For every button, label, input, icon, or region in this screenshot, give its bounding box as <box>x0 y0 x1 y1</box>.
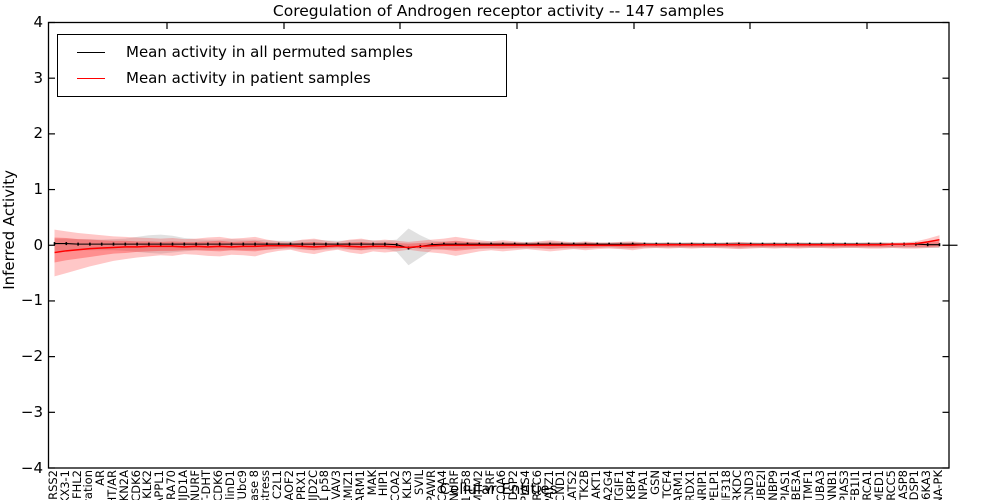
permuted-point-marker <box>159 242 162 246</box>
permuted-point-marker <box>266 242 268 246</box>
permuted-point-marker <box>490 242 492 246</box>
permuted-point-marker <box>336 242 339 246</box>
y-tick-label: 3 <box>33 68 43 87</box>
permuted-point-marker <box>596 242 599 246</box>
y-tick-label: −1 <box>20 291 43 310</box>
permuted-point-marker <box>289 242 292 246</box>
permuted-point-marker <box>608 242 610 246</box>
permuted-point-marker <box>372 242 374 246</box>
permuted-point-marker <box>466 242 469 246</box>
legend-line-black <box>77 52 105 54</box>
permuted-point-marker <box>584 242 587 246</box>
permuted-point-marker <box>89 242 91 246</box>
permuted-point-marker <box>454 242 457 246</box>
legend-item-patient: Mean activity in patient samples <box>58 68 506 87</box>
patient-mean-line <box>54 238 940 254</box>
permuted-point-marker <box>938 243 941 247</box>
permuted-point-marker <box>360 242 363 246</box>
permuted-point-marker <box>242 242 245 246</box>
permuted-point-marker <box>348 242 351 246</box>
permuted-point-marker <box>384 242 386 246</box>
x-axis-label: Cellular Entities <box>439 480 558 498</box>
permuted-point-marker <box>301 242 304 246</box>
permuted-point-marker <box>277 242 280 246</box>
legend-label-permuted: Mean activity in all permuted samples <box>126 43 413 62</box>
legend-line-red <box>77 77 105 79</box>
chart-title: Coregulation of Androgen receptor activi… <box>272 2 725 20</box>
permuted-point-marker <box>77 242 79 246</box>
permuted-point-marker <box>549 242 551 246</box>
patient-band-outer <box>54 229 940 277</box>
legend-label-patient: Mean activity in patient samples <box>126 68 371 87</box>
y-tick-label: −3 <box>20 402 43 421</box>
permuted-point-marker <box>431 243 433 247</box>
permuted-point-marker <box>502 242 504 246</box>
permuted-point-marker <box>100 242 103 246</box>
permuted-point-marker <box>395 243 398 247</box>
y-tick-label: −2 <box>20 347 43 366</box>
permuted-point-marker <box>443 242 445 246</box>
y-tick-label: 1 <box>33 180 43 199</box>
permuted-point-marker <box>478 242 481 246</box>
legend-item-permuted: Mean activity in all permuted samples <box>58 45 506 60</box>
permuted-point-marker <box>65 242 68 246</box>
permuted-point-marker <box>620 242 622 246</box>
permuted-point-marker <box>148 242 150 246</box>
y-tick-label: 4 <box>33 13 43 31</box>
permuted-point-marker <box>572 242 575 246</box>
permuted-point-marker <box>230 242 233 246</box>
permuted-point-marker <box>124 242 127 246</box>
permuted-point-marker <box>313 242 315 246</box>
y-tick-label: −4 <box>20 458 43 477</box>
permuted-point-marker <box>525 242 528 246</box>
x-tick-label: DNA-PK <box>931 470 945 500</box>
permuted-point-marker <box>53 242 56 246</box>
permuted-point-marker <box>513 242 516 246</box>
permuted-point-marker <box>926 243 929 247</box>
permuted-point-marker <box>254 242 256 246</box>
permuted-point-marker <box>537 242 540 246</box>
permuted-point-marker <box>171 242 174 246</box>
permuted-point-marker <box>112 242 115 246</box>
permuted-point-marker <box>325 242 327 246</box>
y-tick-label: 2 <box>33 124 43 143</box>
permuted-point-marker <box>561 242 563 246</box>
permuted-point-marker <box>207 242 209 246</box>
legend: Mean activity in all permuted samples Me… <box>57 34 507 97</box>
permuted-point-marker <box>136 242 138 246</box>
permuted-point-marker <box>631 242 634 246</box>
permuted-point-marker <box>195 242 197 246</box>
y-tick-label: 0 <box>33 235 43 254</box>
permuted-point-marker <box>183 242 186 246</box>
permuted-band <box>54 228 940 266</box>
permuted-point-marker <box>218 242 221 246</box>
